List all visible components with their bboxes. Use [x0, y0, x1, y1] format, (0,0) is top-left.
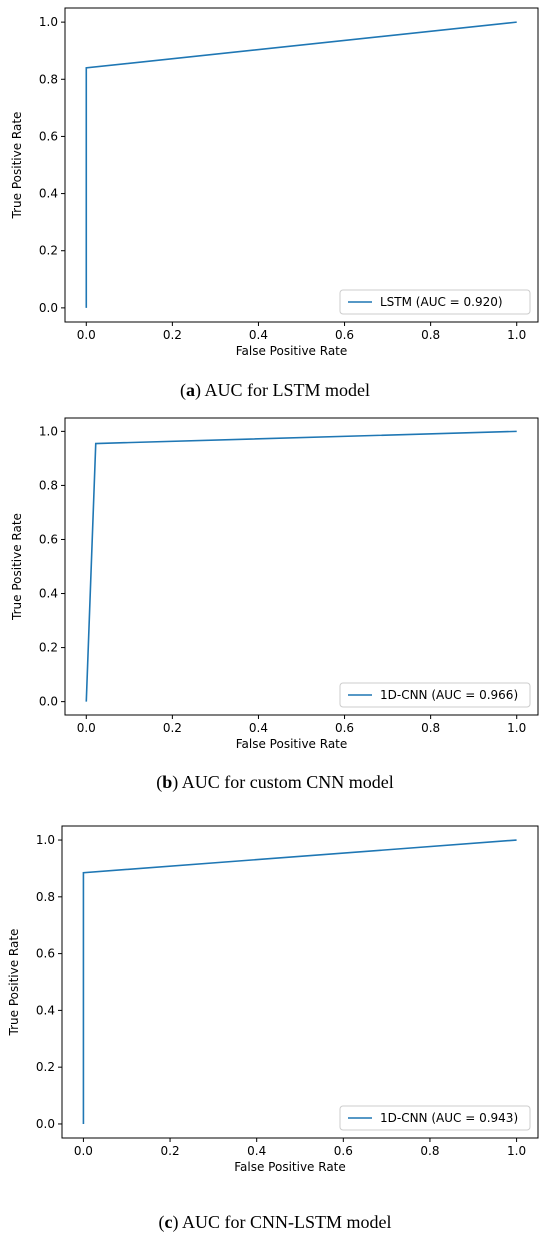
y-tick-label: 0.2 [39, 641, 58, 655]
roc-curve-line [82, 839, 517, 1124]
roc-chart-b: 0.0 0.2 0.4 0.6 0.8 1.0 0.0 0.2 0.4 0.6 0.8 1.0 Fals… [10, 417, 539, 751]
y-tick-label: 0.4 [39, 587, 58, 601]
x-tick-label: 0.0 [77, 721, 96, 735]
x-tick-label: 0.6 [335, 721, 354, 735]
caption-a-text: AUC for LSTM model [204, 380, 371, 400]
x-tick-label: 1.0 [507, 328, 526, 342]
legend-box [339, 682, 531, 708]
x-tick-label: 0.4 [249, 721, 268, 735]
roc-curve-line [85, 21, 517, 308]
plot-frame [64, 417, 539, 716]
x-tick-label: 0.8 [421, 721, 440, 735]
y-tick-label: 0.0 [39, 301, 58, 315]
y-tick-label: 1.0 [39, 15, 58, 29]
y-tick-label: 0.8 [39, 478, 58, 492]
x-axis-label: False Positive Rate [234, 1160, 346, 1174]
y-tick-label: 0.8 [39, 72, 58, 86]
y-tick-label: 1.0 [39, 424, 58, 438]
chart-panel-c: 0.0 0.2 0.4 0.6 0.8 1.0 0.0 0.2 0.4 0.6 0.8 1.0 Fals… [0, 818, 550, 1178]
x-axis-label: False Positive Rate [236, 344, 348, 358]
y-tick-label: 0.6 [39, 532, 58, 546]
legend-box [339, 1105, 531, 1131]
plot-frame [61, 825, 539, 1139]
y-tick-label: 0.4 [39, 187, 58, 201]
legend-label: 1D-CNN (AUC = 0.943) [380, 1111, 518, 1125]
x-tick-label: 0.6 [335, 328, 354, 342]
y-tick-label: 0.2 [36, 1060, 55, 1074]
x-tick-label: 0.2 [163, 721, 182, 735]
y-axis-label: True Positive Rate [7, 929, 21, 1037]
caption-a-letter: a [185, 380, 195, 400]
caption-c-text: AUC for CNN-LSTM model [182, 1212, 392, 1232]
caption-a: (a) AUC for LSTM model [179, 380, 371, 400]
roc-chart-a: 0.0 0.2 0.4 0.6 0.8 1.0 0.0 0.2 0.4 0.6 0.8 1.0 Fals… [10, 7, 539, 358]
y-tick-label: 1.0 [36, 833, 55, 847]
y-tick-label: 0.8 [36, 890, 55, 904]
x-tick-label: 1.0 [507, 721, 526, 735]
plot-frame [64, 7, 539, 323]
y-axis-label: True Positive Rate [10, 112, 24, 220]
y-tick-label: 0.4 [36, 1003, 55, 1017]
chart-panel-a: 0.0 0.2 0.4 0.6 0.8 1.0 0.0 0.2 0.4 0.6 0.8 1.0 Fals… [0, 0, 550, 360]
caption-c-letter: c [164, 1212, 173, 1232]
x-tick-label: 0.6 [334, 1144, 353, 1158]
x-axis-label: False Positive Rate [236, 737, 348, 751]
x-tick-label: 0.2 [161, 1144, 180, 1158]
caption-c: (c) AUC for CNN-LSTM model [158, 1212, 392, 1232]
legend-label: 1D-CNN (AUC = 0.966) [380, 688, 518, 702]
legend-label: LSTM (AUC = 0.920) [380, 295, 503, 309]
y-tick-label: 0.2 [39, 244, 58, 258]
x-tick-label: 0.0 [77, 328, 96, 342]
caption-b-text: AUC for custom CNN model [181, 772, 394, 792]
y-tick-label: 0.6 [36, 947, 55, 961]
x-tick-label: 0.4 [247, 1144, 266, 1158]
x-tick-label: 1.0 [507, 1144, 526, 1158]
y-tick-label: 0.0 [39, 695, 58, 709]
x-tick-label: 0.8 [421, 328, 440, 342]
x-tick-label: 0.2 [163, 328, 182, 342]
roc-curve-line [85, 430, 517, 702]
y-tick-label: 0.6 [39, 129, 58, 143]
caption-b-letter: b [162, 772, 173, 792]
chart-panel-b: 0.0 0.2 0.4 0.6 0.8 1.0 0.0 0.2 0.4 0.6 0.8 1.0 Fals… [0, 410, 550, 770]
x-tick-label: 0.8 [420, 1144, 439, 1158]
y-tick-label: 0.0 [36, 1117, 55, 1131]
x-tick-label: 0.0 [74, 1144, 93, 1158]
x-tick-label: 0.4 [249, 328, 268, 342]
y-axis-label: True Positive Rate [10, 513, 24, 621]
roc-chart-c: 0.0 0.2 0.4 0.6 0.8 1.0 0.0 0.2 0.4 0.6 0.8 1.0 Fals… [7, 825, 539, 1174]
legend-box [339, 289, 531, 315]
caption-b: (b) AUC for custom CNN model [156, 772, 394, 792]
